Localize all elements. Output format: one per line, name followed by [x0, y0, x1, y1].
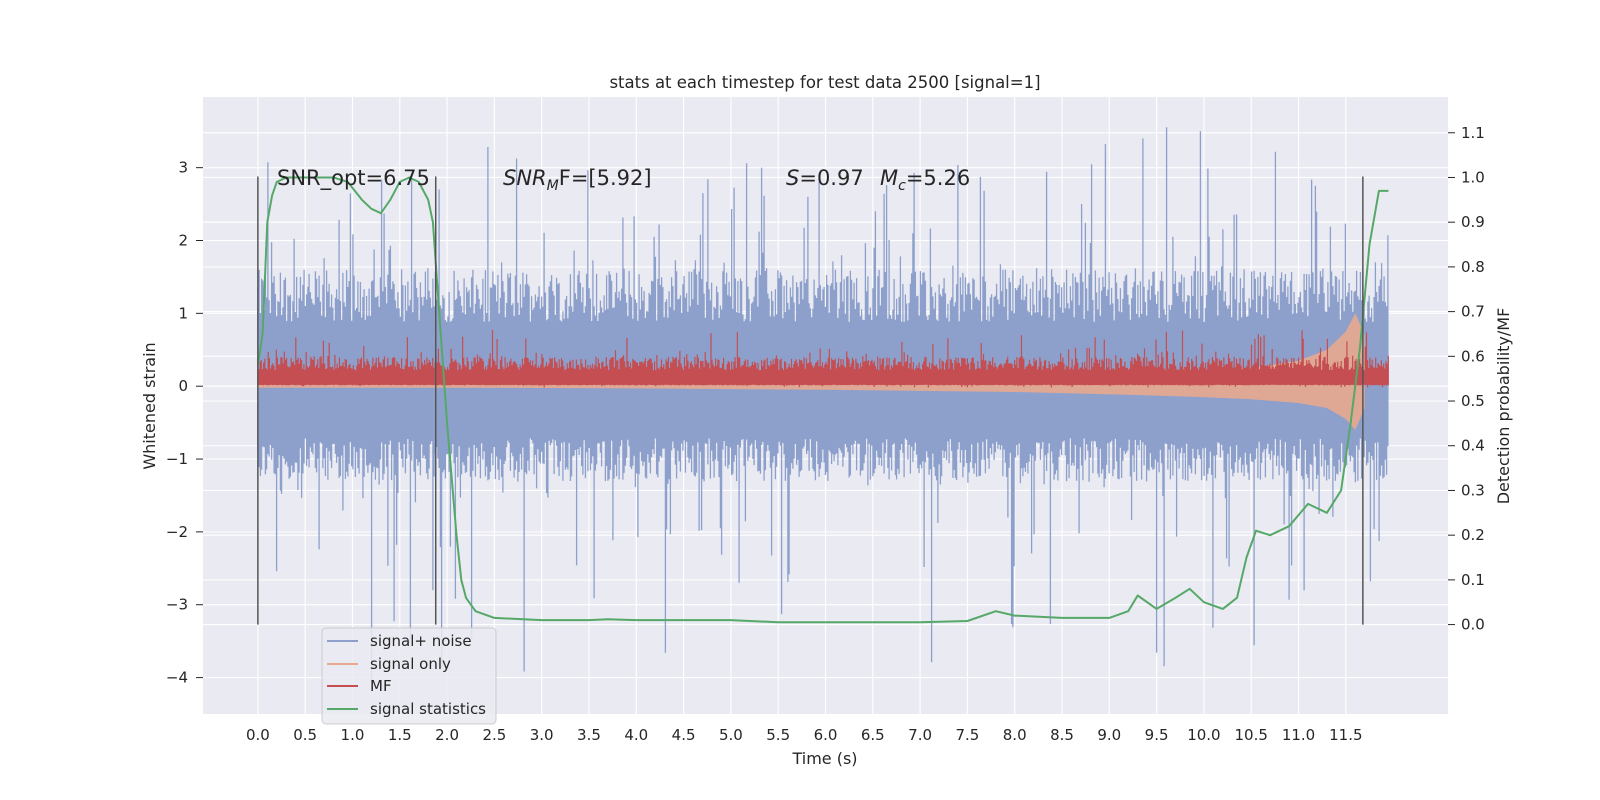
s-annotation: S=0.97	[786, 166, 864, 190]
vertical-markers	[257, 176, 1364, 625]
x-tick-label: 10.0	[1187, 726, 1220, 744]
snr-opt-annotation: SNR_opt=6.75	[277, 166, 430, 191]
y-tick-label: −1	[166, 450, 188, 468]
x-tick-label: 0.5	[293, 726, 317, 744]
x-tick-label: 2.5	[482, 726, 506, 744]
y-right-tick-label: 0.5	[1461, 392, 1485, 410]
y-tick-label: −3	[166, 596, 188, 614]
y-axis-right-label: Detection probability/MF	[1494, 308, 1513, 505]
x-tick-label: 4.0	[624, 726, 648, 744]
x-tick-label: 9.0	[1097, 726, 1121, 744]
legend-label: signal+ noise	[370, 632, 472, 650]
y-tick-label: 2	[178, 232, 188, 250]
legend-entry: signal+ noise	[327, 632, 472, 650]
legend-label: MF	[370, 677, 392, 695]
legend-label: signal statistics	[370, 700, 486, 718]
mc-annotation: Mc=5.26	[880, 166, 970, 194]
x-tick-label: 8.5	[1050, 726, 1074, 744]
y-tick-label: 3	[178, 159, 188, 177]
x-tick-label: 8.0	[1003, 726, 1027, 744]
x-tick-label: 10.5	[1235, 726, 1268, 744]
y-right-tick-label: 0.3	[1461, 481, 1485, 499]
x-tick-label: 4.5	[672, 726, 696, 744]
x-tick-label: 11.0	[1282, 726, 1315, 744]
x-tick-label: 1.5	[388, 726, 412, 744]
y-right-tick-label: 0.9	[1461, 213, 1485, 231]
legend-entry: signal statistics	[327, 700, 486, 718]
series-signal-statistics	[256, 176, 1389, 624]
legend-label: signal only	[370, 655, 451, 673]
x-tick-label: 6.5	[861, 726, 885, 744]
y-right-tick-label: 0.7	[1461, 303, 1485, 321]
y-axis-label: Whitened strain	[140, 342, 159, 469]
y-right-tick-label: 0.2	[1461, 526, 1485, 544]
chart-title: stats at each timestep for test data 250…	[609, 73, 1040, 92]
y-right-tick-label: 0.8	[1461, 258, 1485, 276]
x-tick-label: 0.0	[246, 726, 270, 744]
y-right-tick-label: 0.1	[1461, 571, 1485, 589]
x-tick-label: 5.5	[766, 726, 790, 744]
y-axis-left: 3 2 1 0 −1 −2 −3 −4	[166, 159, 203, 687]
y-right-tick-label: 1.1	[1461, 124, 1485, 142]
x-tick-label: 7.5	[955, 726, 979, 744]
legend-entry: signal only	[327, 655, 451, 673]
legend-entry: MF	[327, 677, 392, 695]
x-tick-label: 3.5	[577, 726, 601, 744]
x-tick-label: 3.0	[530, 726, 554, 744]
y-right-tick-label: 0.6	[1461, 347, 1485, 365]
y-tick-label: −4	[166, 669, 188, 687]
y-axis-right: 1.1 1.0 0.9 0.8 0.7 0.6 0.5 0.4 0.3 0.2 0.1 0.0	[1448, 124, 1485, 634]
x-tick-label: 6.0	[814, 726, 838, 744]
y-tick-label: 0	[178, 377, 188, 395]
x-tick-label: 1.0	[341, 726, 365, 744]
legend: signal+ noise signal only MF signal stat…	[321, 627, 497, 725]
x-tick-label: 11.5	[1329, 726, 1362, 744]
x-axis: 0.0 0.5 1.0 1.5 2.0 2.5 3.0 3.5 4.0 4.5 5.0 5.5 6.0 6…	[246, 726, 1363, 744]
x-tick-label: 5.0	[719, 726, 743, 744]
y-tick-label: −2	[166, 523, 188, 541]
x-tick-label: 7.0	[908, 726, 932, 744]
x-axis-label: Time (s)	[791, 749, 857, 768]
legend-box	[321, 627, 497, 725]
y-right-tick-label: 0.0	[1461, 616, 1485, 634]
y-right-tick-label: 1.0	[1461, 168, 1485, 186]
x-tick-label: 9.5	[1145, 726, 1169, 744]
x-tick-label: 2.0	[435, 726, 459, 744]
y-right-tick-label: 0.4	[1461, 437, 1485, 455]
series-layer	[256, 127, 1389, 681]
snr-mf-annotation: SNRMF=[5.92]	[503, 166, 652, 194]
y-tick-label: 1	[178, 304, 188, 322]
